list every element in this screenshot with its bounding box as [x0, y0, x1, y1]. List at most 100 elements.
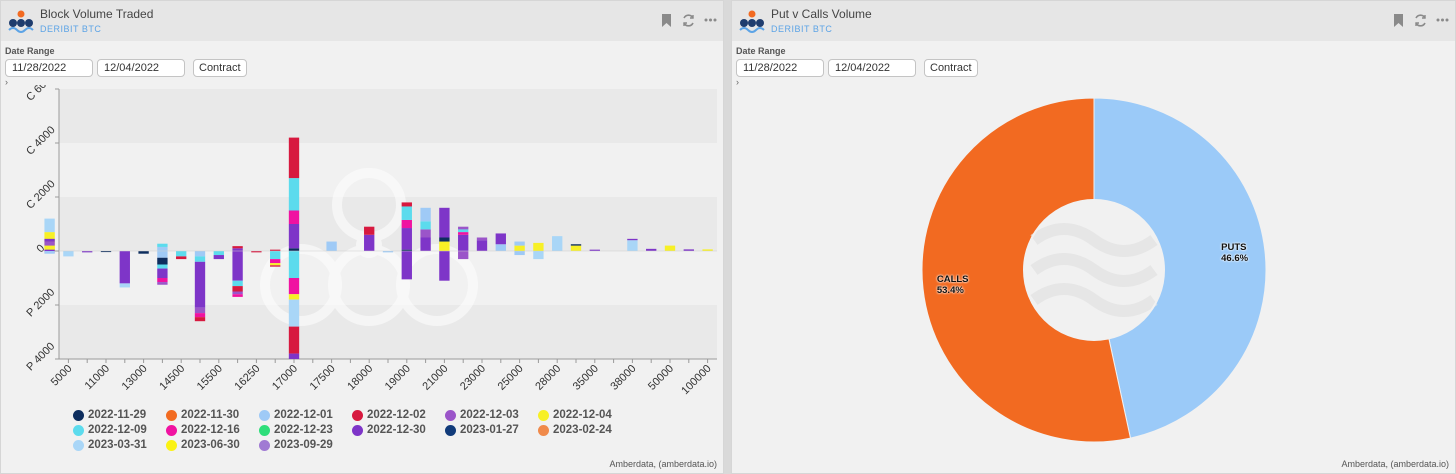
bar-segment-call	[570, 244, 582, 246]
legend-item[interactable]: 2022-12-04	[538, 409, 612, 421]
amberdata-logo-icon	[739, 10, 765, 33]
legend-item[interactable]: 2022-11-29	[73, 409, 146, 421]
legend-item[interactable]: 2022-11-30	[166, 409, 239, 421]
bar-segment-call	[514, 241, 525, 246]
start-date-input[interactable]	[736, 59, 824, 77]
legend-label: 2022-11-29	[88, 409, 147, 421]
legend-item[interactable]: 2022-12-30	[352, 424, 426, 436]
legend-item[interactable]: 2022-12-09	[73, 424, 147, 436]
bar-segment-put	[288, 278, 300, 295]
bar-segment-call	[458, 232, 469, 235]
bar-segment-call	[646, 248, 657, 251]
bar-segment-put	[270, 265, 281, 267]
legend-swatch	[259, 439, 270, 451]
bar-segment-call	[439, 237, 450, 242]
bar-segment-put	[194, 307, 206, 314]
bar-segment-call	[364, 234, 375, 251]
date-range-label: Date Range	[5, 46, 55, 56]
bar-segment-call	[401, 206, 412, 220]
legend-label: 2022-12-02	[367, 409, 426, 421]
bar-segment-put	[270, 259, 281, 264]
end-date-input[interactable]	[97, 59, 185, 77]
refresh-icon[interactable]	[681, 13, 695, 27]
pie-label-name: CALLS	[936, 274, 969, 286]
legend-item[interactable]: 2023-09-29	[259, 439, 333, 451]
bar-segment-put	[119, 251, 130, 284]
legend-item[interactable]: 2023-01-27	[445, 424, 519, 436]
y-tick-label: C 2000	[24, 178, 58, 212]
bar-segment-put	[63, 251, 74, 257]
legend-item[interactable]: 2022-12-01	[259, 409, 333, 421]
amberdata-logo-icon	[8, 10, 34, 33]
bar-segment-put	[82, 251, 93, 253]
bar-segment-call	[476, 240, 488, 251]
bookmark-icon[interactable]	[1391, 13, 1405, 27]
bar-segment-call	[420, 207, 431, 222]
legend-swatch	[259, 409, 270, 421]
bar-segment-put	[270, 263, 281, 266]
bar-segment-call	[364, 226, 375, 235]
bar-segment-put	[119, 283, 130, 288]
x-tick-label: 17500	[308, 363, 338, 393]
x-tick-label: 21000	[420, 363, 450, 393]
bar-segment-put	[232, 251, 243, 281]
panel-title: Block Volume Traded	[40, 7, 154, 21]
legend-swatch	[166, 439, 177, 451]
panel-header: Put v Calls Volume DERIBIT BTC	[732, 1, 1455, 41]
bar-segment-put	[157, 251, 168, 258]
legend-swatch	[166, 409, 177, 421]
bar-segment-put	[288, 251, 300, 278]
x-tick-label: 19000	[383, 363, 413, 393]
bar-segment-put	[194, 256, 206, 262]
expand-chevron-icon[interactable]: ›	[736, 77, 739, 87]
bar-segment-put	[288, 353, 300, 359]
bar-segment-put	[533, 251, 544, 260]
more-icon[interactable]	[1435, 13, 1449, 27]
y-tick-label: P 2000	[24, 286, 57, 319]
end-date-input[interactable]	[828, 59, 916, 77]
refresh-icon[interactable]	[1413, 13, 1427, 27]
start-date-input[interactable]	[5, 59, 93, 77]
legend-label: 2022-12-16	[181, 424, 240, 436]
bar-segment-call	[420, 221, 431, 230]
bar-segment-call	[458, 229, 469, 233]
bar-segment-call	[683, 249, 694, 251]
bar-segment-put	[232, 280, 243, 287]
pie-label-calls: CALLS 53.4%	[937, 274, 969, 296]
bar-segment-put	[213, 255, 224, 260]
bar-segment-put	[401, 251, 412, 280]
legend-swatch	[445, 409, 456, 421]
bookmark-icon[interactable]	[659, 13, 673, 27]
legend-swatch	[73, 409, 84, 421]
contract-button[interactable]: Contract	[193, 59, 247, 77]
bar-segment-call	[570, 245, 582, 251]
legend-label: 2022-12-03	[460, 409, 519, 421]
legend-item[interactable]: 2023-02-24	[538, 424, 612, 436]
legend-item[interactable]: 2022-12-16	[166, 424, 240, 436]
contract-button[interactable]: Contract	[924, 59, 978, 77]
legend-label: 2022-11-30	[181, 409, 240, 421]
panel-title: Put v Calls Volume	[771, 7, 872, 21]
bar-segment-put	[288, 294, 300, 300]
legend-item[interactable]: 2023-06-30	[166, 439, 240, 451]
expand-chevron-icon[interactable]: ›	[5, 77, 8, 87]
bar-segment-call	[326, 241, 337, 251]
bar-segment-call	[288, 178, 300, 211]
x-tick-label: 16250	[232, 363, 262, 393]
legend-swatch	[352, 409, 363, 421]
bar-segment-put	[176, 256, 187, 260]
bar-segment-put	[138, 251, 149, 254]
bar-segment-put	[194, 317, 206, 322]
legend-label: 2023-02-24	[553, 424, 612, 436]
legend-label: 2023-03-31	[88, 439, 147, 451]
legend-item[interactable]: 2022-12-02	[352, 409, 426, 421]
legend-item[interactable]: 2022-12-23	[259, 424, 333, 436]
legend-label: 2022-12-04	[553, 409, 612, 421]
x-tick-label: 11000	[83, 363, 113, 393]
block-volume-panel: Block Volume Traded DERIBIT BTC Date Ran…	[0, 0, 724, 474]
y-tick-label: C 4000	[24, 124, 58, 158]
legend-item[interactable]: 2022-12-03	[445, 409, 519, 421]
date-range-label: Date Range	[736, 46, 786, 56]
legend-item[interactable]: 2023-03-31	[73, 439, 147, 451]
more-icon[interactable]	[703, 13, 717, 27]
